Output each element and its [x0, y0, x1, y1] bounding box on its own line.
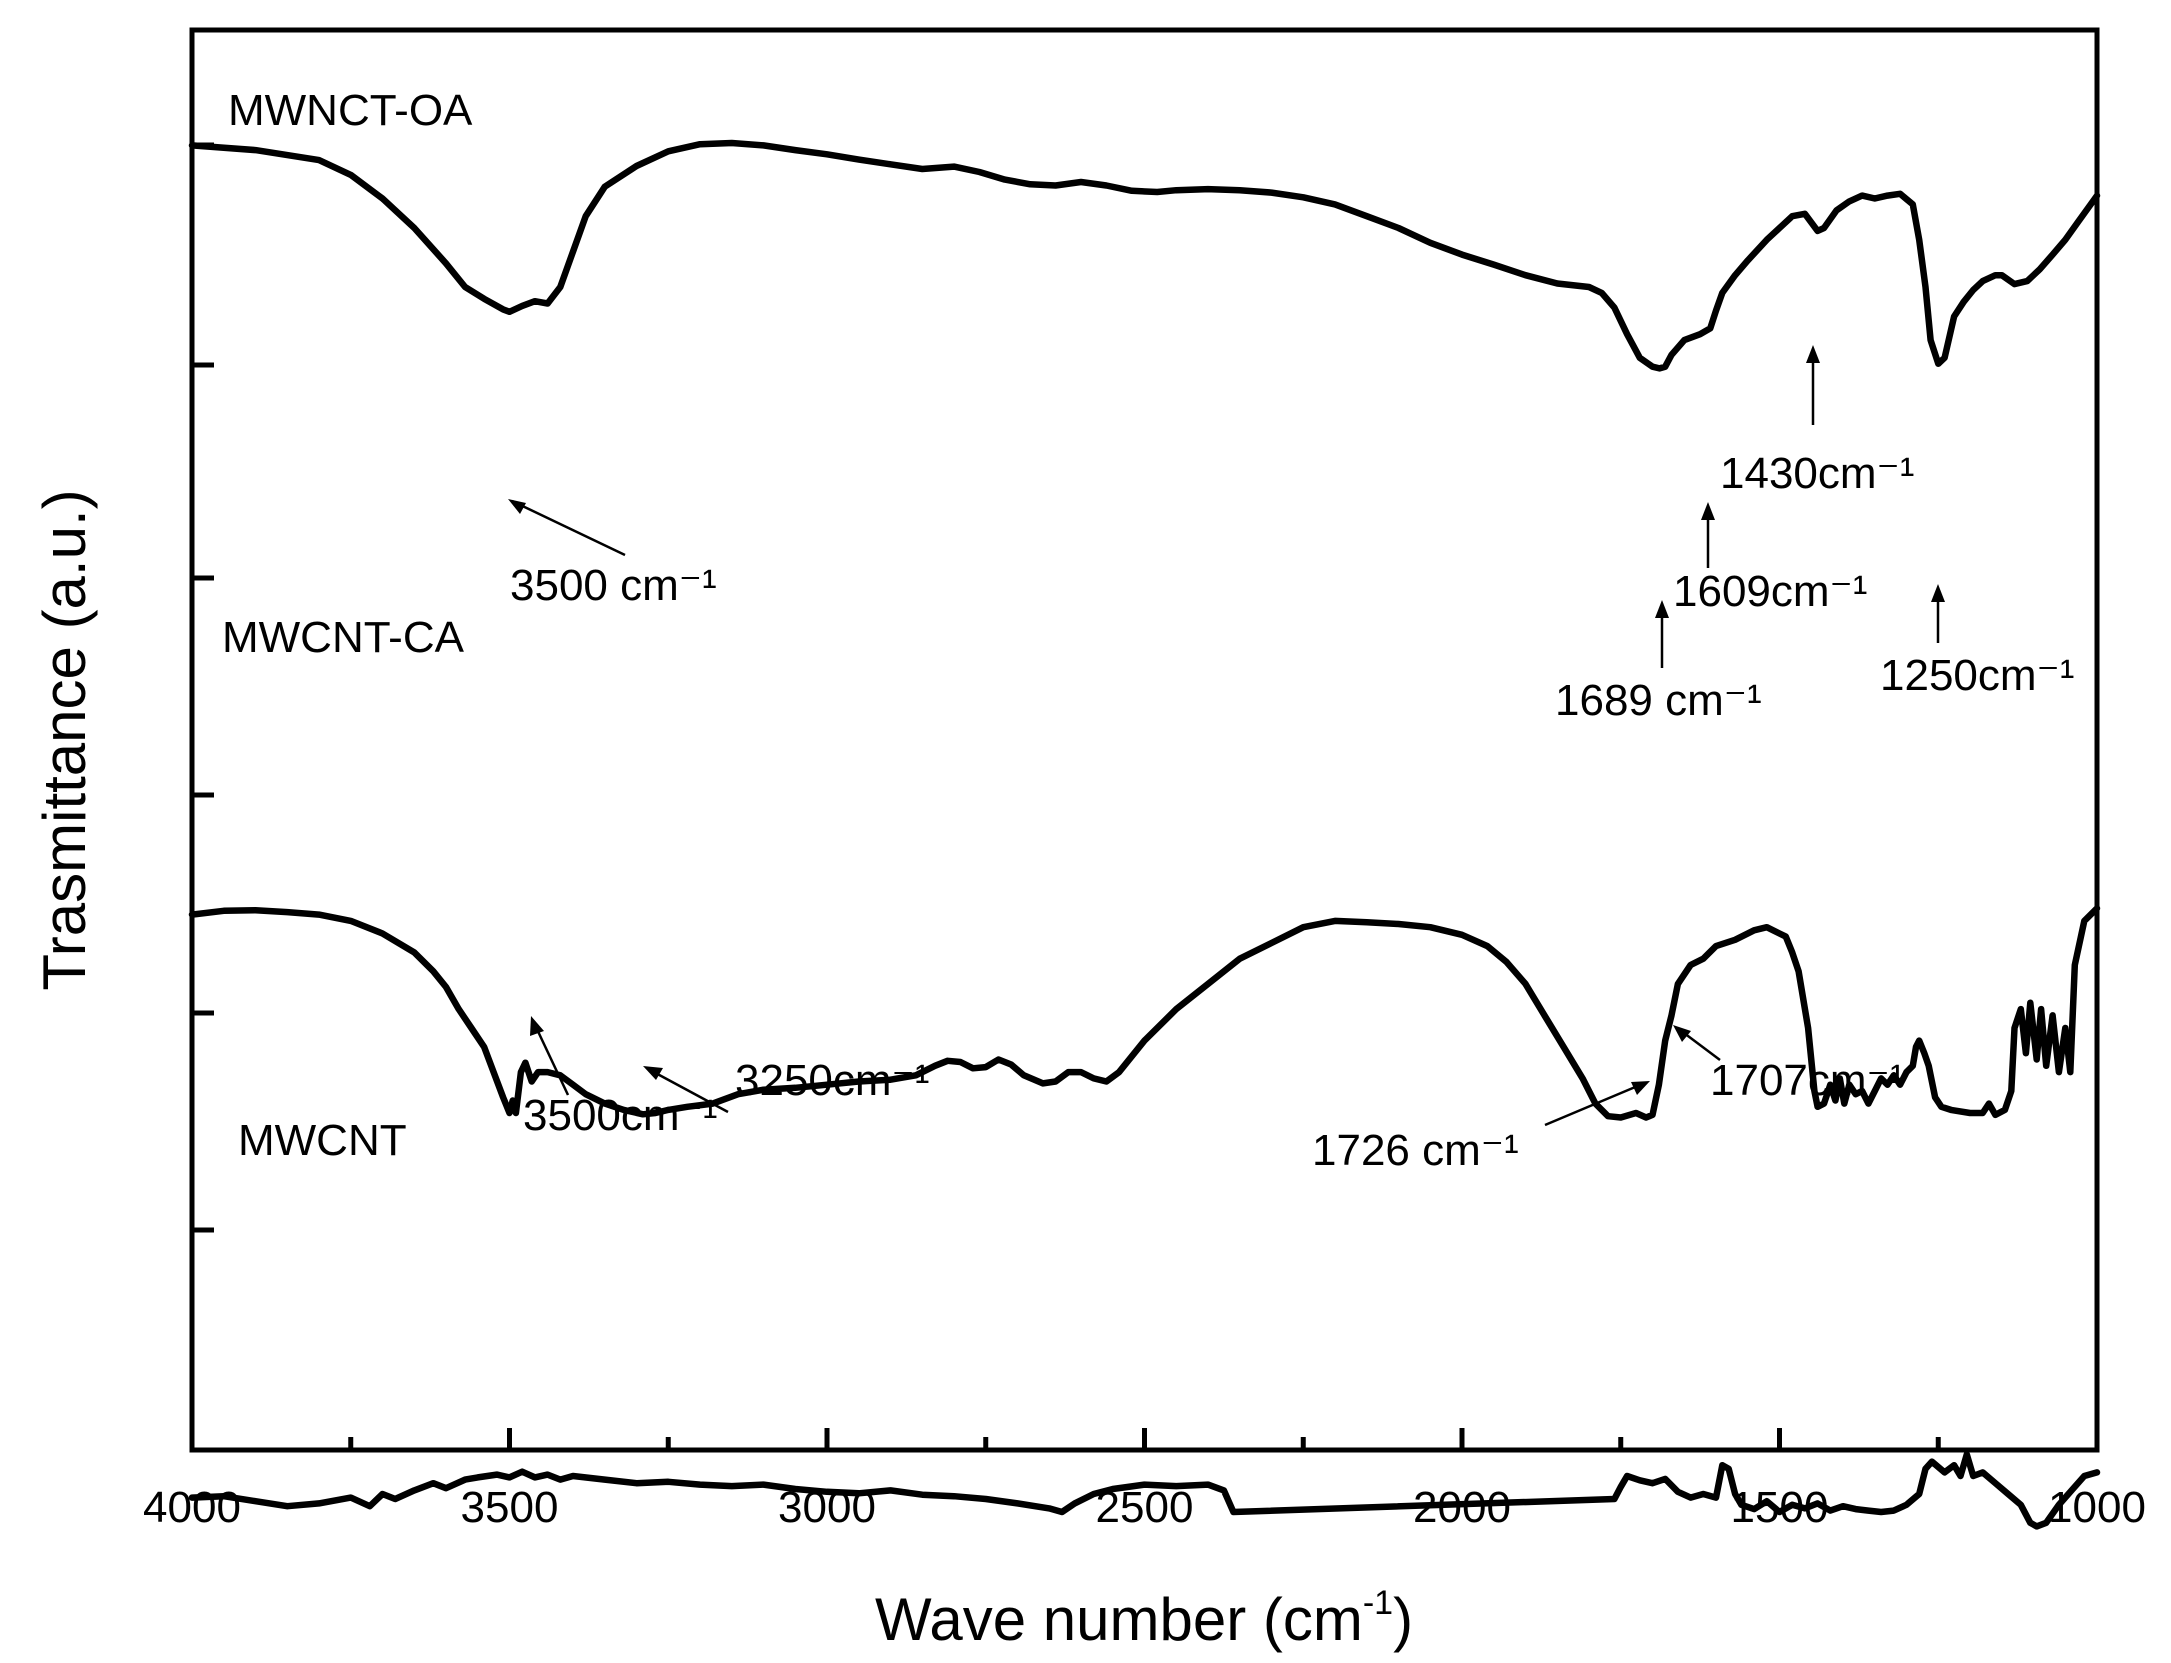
- annotation-ca-1707: 1707cm⁻¹: [1710, 1056, 1904, 1105]
- series-line-mwnct-oa: [188, 139, 2101, 372]
- annotation-ca-3250: 3250cm⁻¹: [735, 1056, 929, 1105]
- annotation-oa-1609: 1609cm⁻¹: [1673, 567, 1867, 616]
- arrowhead-ca-1707: [1673, 1025, 1691, 1042]
- arrowhead-oa-3500: [508, 499, 526, 514]
- annotation-oa-3500: 3500 cm⁻¹: [510, 561, 717, 610]
- arrowhead-oa-1689: [1655, 600, 1669, 618]
- series-line-mwcnt: [188, 1451, 2101, 1530]
- x-tick-label: 3500: [461, 1483, 559, 1532]
- annotation-oa-1250: 1250cm⁻¹: [1880, 651, 2074, 700]
- annotation-oa-1430: 1430cm⁻¹: [1720, 449, 1914, 498]
- plot-frame: [189, 27, 2100, 1453]
- x-axis-title-close: ): [1393, 1586, 1413, 1653]
- arrowhead-oa-1609: [1701, 502, 1715, 520]
- x-axis-title: Wave number (cm-1): [875, 1584, 1413, 1653]
- series-label-mwnct-oa: MWNCT-OA: [228, 86, 473, 135]
- x-axis-title-base: Wave number (cm: [875, 1586, 1363, 1653]
- y-axis-title: Trasmittance (a.u.): [31, 489, 98, 990]
- arrow-ca-1726: [1544, 1083, 1641, 1127]
- annotation-arrows: [508, 345, 1945, 1127]
- arrow-ca-3500: [533, 1024, 570, 1096]
- arrowhead-ca-1726: [1631, 1081, 1650, 1095]
- arrowhead-oa-1430: [1806, 345, 1820, 363]
- arrow-ca-3250: [649, 1068, 729, 1114]
- arrowhead-oa-1250: [1931, 584, 1945, 602]
- arrowhead-ca-3500: [530, 1016, 544, 1036]
- arrowhead-ca-3250: [643, 1066, 663, 1080]
- arrow-oa-3500: [511, 499, 626, 557]
- x-tick-label: 1000: [2048, 1483, 2146, 1532]
- series-label-mwcnt-ca: MWCNT-CA: [222, 613, 465, 662]
- x-axis-title-sup: -1: [1363, 1584, 1393, 1622]
- x-tick-label: 4000: [143, 1483, 241, 1532]
- annotation-oa-1689: 1689 cm⁻¹: [1555, 676, 1762, 725]
- x-axis-ticks: 4000 3500 3000 2500 2000 1500 1000: [143, 1428, 2146, 1532]
- series-label-mwcnt: MWCNT: [238, 1116, 407, 1165]
- y-axis-ticks: [192, 142, 214, 1233]
- annotation-ca-1726: 1726 cm⁻¹: [1312, 1126, 1519, 1175]
- annotation-ca-3500: 3500cm⁻¹: [523, 1091, 717, 1140]
